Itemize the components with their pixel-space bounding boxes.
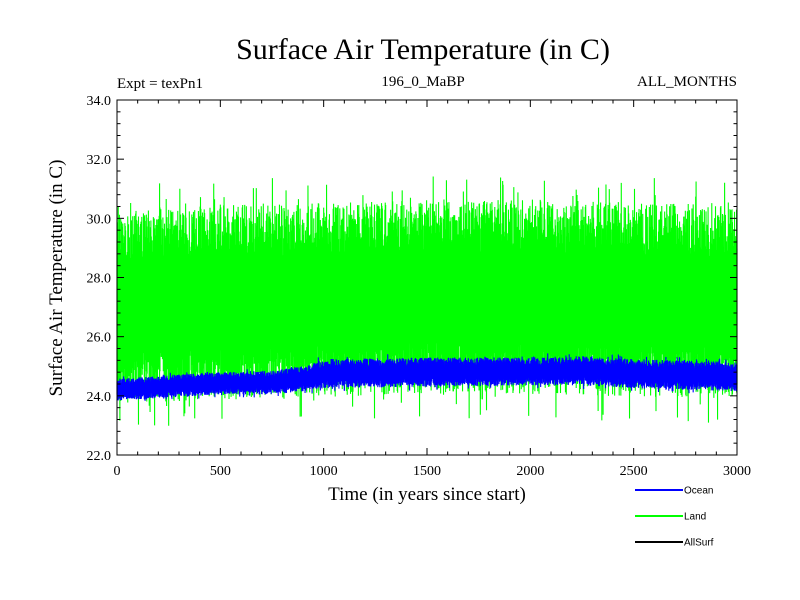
plot-area [116,176,738,426]
legend-label-ocean: Ocean [684,486,713,497]
legend-label-land: Land [684,512,706,523]
y-tick-label: 26.0 [87,331,112,346]
series-ocean [116,353,738,401]
y-tick-label: 30.0 [87,212,112,227]
y-axis-title: Surface Air Temperature (in C) [46,160,67,397]
x-tick-label: 1000 [310,464,338,479]
x-tick-label: 0 [114,464,121,479]
x-axis: 0 500 1000 1500 2000 2500 3000 [114,100,751,479]
series-land [116,176,738,426]
y-axis: 22.0 24.0 26.0 28.0 30.0 32.0 34.0 [87,94,737,464]
x-tick-label: 2500 [620,464,648,479]
chart-subtitle-left: Expt = texPn1 [117,76,203,92]
chart-subtitle-center: 196_0_MaBP [381,74,464,90]
chart-subtitle-right: ALL_MONTHS [637,74,737,90]
y-tick-label: 24.0 [87,390,112,405]
chart-title: Surface Air Temperature (in C) [236,33,610,66]
x-tick-label: 1500 [413,464,441,479]
legend: Ocean Land AllSurf [635,486,714,549]
x-tick-label: 2000 [516,464,544,479]
x-axis-title: Time (in years since start) [328,484,526,505]
x-tick-label: 500 [210,464,231,479]
y-tick-label: 34.0 [87,94,112,109]
x-tick-label: 3000 [723,464,751,479]
y-tick-label: 22.0 [87,449,112,464]
legend-label-allsurf: AllSurf [684,538,714,549]
y-tick-label: 32.0 [87,153,112,168]
y-tick-label: 28.0 [87,272,112,287]
